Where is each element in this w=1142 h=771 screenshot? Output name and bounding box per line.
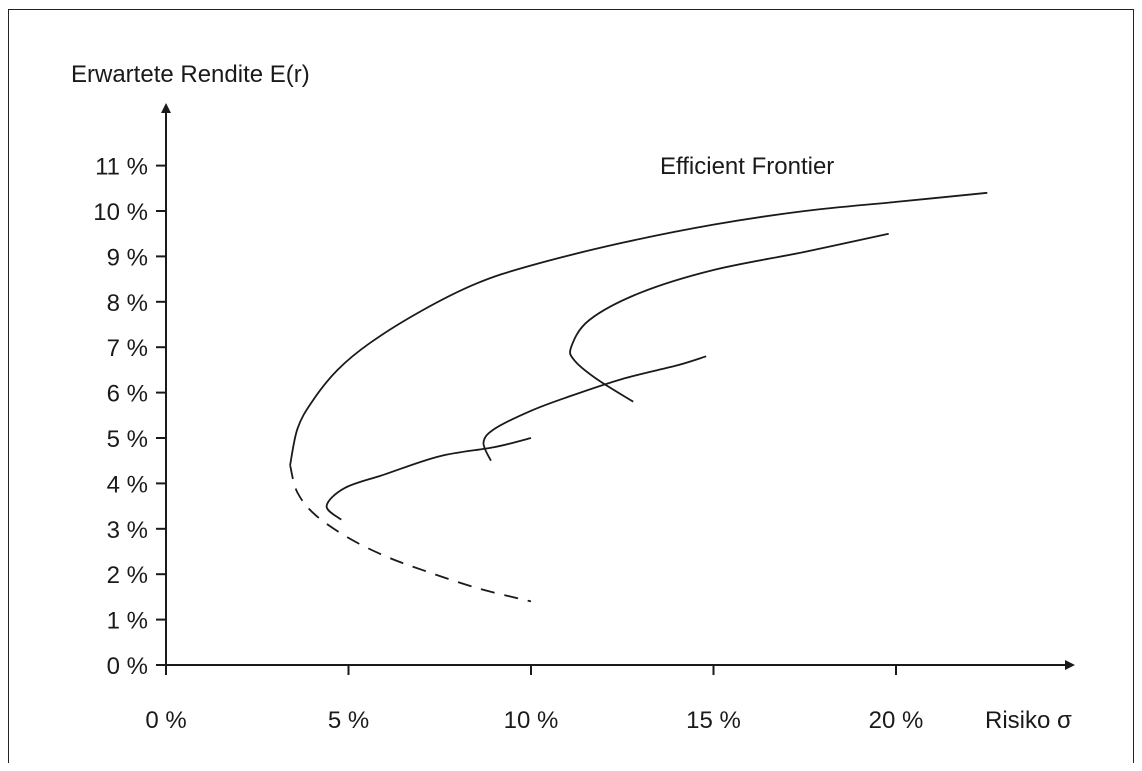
x-axis-label: Risiko σ (985, 707, 1072, 734)
x-tick-label: 20 % (869, 707, 924, 734)
y-tick-label: 11 % (95, 154, 148, 181)
y-tick-label: 8 % (107, 290, 148, 317)
y-tick-label: 9 % (107, 244, 148, 271)
y-tick-label: 3 % (107, 517, 148, 544)
y-tick-label: 4 % (107, 471, 148, 498)
frontier-annotation: Efficient Frontier (660, 153, 834, 180)
x-tick-label: 10 % (504, 707, 559, 734)
y-tick-label: 0 % (107, 653, 148, 680)
x-tick-label: 5 % (328, 707, 369, 734)
x-tick-label: 15 % (686, 707, 741, 734)
y-tick-label: 5 % (107, 426, 148, 453)
y-axis-label: Erwartete Rendite E(r) (71, 61, 310, 88)
chart-frame (8, 9, 1134, 763)
x-tick-label: 0 % (145, 707, 186, 734)
curve-4 (482, 355, 707, 462)
y-tick-label: 2 % (107, 562, 148, 589)
curve-3 (325, 437, 532, 521)
curve-2-dashed (289, 464, 532, 603)
curve-5 (569, 232, 889, 403)
axes (161, 103, 1075, 670)
y-tick-label: 10 % (93, 199, 148, 226)
curve-1 (289, 191, 988, 466)
y-tick-label: 6 % (107, 381, 148, 408)
y-tick-label: 1 % (107, 608, 148, 635)
y-tick-label: 7 % (107, 335, 148, 362)
ticks: 0 % 1 % 2 % 3 % 4 % 5 % 6 % 7 % 8 % 9 % 10 % 11 % 0 … (93, 154, 923, 734)
curves (289, 191, 988, 603)
